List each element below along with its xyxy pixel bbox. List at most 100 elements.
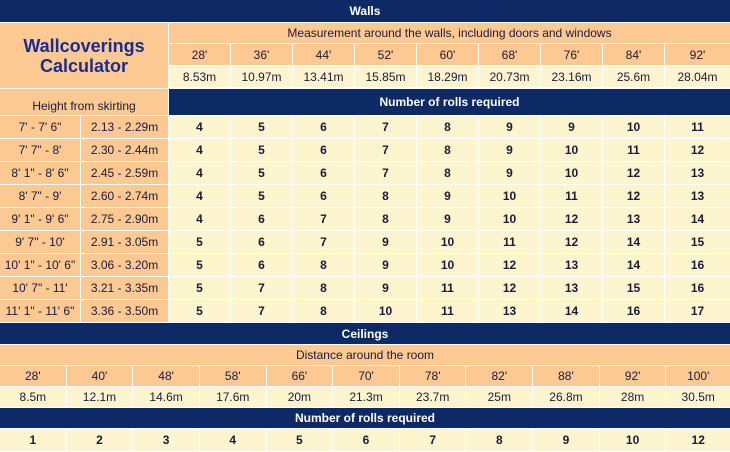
walls-feet-cell: 36' (231, 44, 292, 65)
walls-rolls-cell: 6 (293, 116, 354, 138)
walls-rolls-cell: 6 (293, 162, 354, 184)
walls-rolls-cell: 7 (293, 231, 354, 253)
walls-rolls-cell: 8 (417, 162, 478, 184)
ceilings-rolls-cell: 7 (399, 429, 466, 451)
walls-rolls-cell: 9 (479, 162, 540, 184)
walls-rolls-cell: 14 (541, 300, 602, 322)
walls-rolls-cell: 9 (417, 185, 478, 207)
walls-metres-cell: 13.41m (293, 66, 354, 87)
walls-rolls-cell: 4 (169, 208, 230, 230)
walls-rolls-cell: 10 (541, 139, 602, 161)
walls-rolls-cell: 4 (169, 139, 230, 161)
walls-metres-cell: 15.85m (355, 66, 416, 87)
walls-rolls-cell: 11 (417, 300, 478, 322)
height-imperial-cell: 7' 7" - 8' (0, 139, 80, 161)
ceilings-metres-cell: 21.3m (333, 387, 399, 407)
height-imperial-cell: 7' - 7' 6" (0, 116, 80, 138)
ceilings-rolls-row: 1 2 3 4 5 6 7 8 9 10 12 (0, 429, 730, 451)
walls-rolls-cell: 8 (355, 208, 416, 230)
walls-rolls-cell: 12 (603, 162, 664, 184)
ceilings-metres-cell: 12.1m (66, 387, 133, 407)
walls-rolls-cell: 13 (541, 277, 602, 299)
height-imperial-cell: 10' 7" - 11' (0, 277, 80, 299)
walls-rolls-cell: 6 (231, 231, 292, 253)
walls-table-row: 9' 7" - 10' 2.91 - 3.05m 5 6 7 9 10 11 12 14 15 (0, 231, 730, 253)
ceilings-metres-row: 8.5m 12.1m 14.6m 17.6m 20m 21.3m 23.7m 25m 26.8m… (0, 387, 730, 407)
walls-rolls-cell: 5 (169, 254, 230, 276)
walls-feet-cell: 28' (169, 44, 230, 65)
ceilings-section-header: Ceilings (0, 323, 730, 344)
walls-rolls-cell: 7 (231, 277, 292, 299)
walls-rolls-cell: 11 (479, 231, 540, 253)
height-metric-cell: 3.06 - 3.20m (81, 254, 168, 276)
walls-table-row: 7' 7" - 8' 2.30 - 2.44m 4 5 6 7 8 9 10 11 12 (0, 139, 730, 161)
walls-rolls-cell: 8 (417, 116, 478, 138)
walls-rolls-cell: 10 (479, 185, 540, 207)
walls-rolls-cell: 5 (169, 277, 230, 299)
walls-metres-cell: 18.29m (417, 66, 478, 87)
walls-feet-cell: 76' (541, 44, 602, 65)
walls-rolls-cell: 7 (231, 300, 292, 322)
height-metric-cell: 2.13 - 2.29m (81, 116, 168, 138)
walls-rolls-cell: 10 (417, 231, 478, 253)
walls-feet-row: 28' 36' 44' 52' 60' 68' 76' 84' 92' (169, 44, 730, 65)
walls-metres-cell: 10.97m (231, 66, 292, 87)
height-metric-cell: 2.60 - 2.74m (81, 185, 168, 207)
walls-metres-cell: 8.53m (169, 66, 230, 87)
walls-rolls-cell: 6 (231, 208, 292, 230)
walls-section-header: Walls (0, 0, 730, 22)
walls-rolls-cell: 13 (603, 208, 664, 230)
walls-rolls-required-header: Number of rolls required (169, 89, 730, 115)
walls-rolls-cell: 5 (231, 185, 292, 207)
ceilings-rolls-cell: 2 (66, 429, 133, 451)
walls-rolls-cell: 12 (603, 185, 664, 207)
walls-rolls-cell: 7 (355, 116, 416, 138)
walls-rolls-cell: 14 (603, 231, 664, 253)
ceilings-rolls-cell: 9 (533, 429, 599, 451)
ceilings-metres-cell: 8.5m (0, 387, 66, 407)
walls-metres-cell: 23.16m (541, 66, 602, 87)
walls-rolls-cell: 8 (293, 254, 354, 276)
walls-rolls-cell: 6 (231, 254, 292, 276)
ceilings-feet-cell: 82' (466, 366, 533, 386)
height-imperial-cell: 10' 1" - 10' 6" (0, 254, 80, 276)
ceilings-metres-cell: 23.7m (399, 387, 466, 407)
walls-metres-cell: 28.04m (665, 66, 730, 87)
walls-rolls-cell: 16 (665, 277, 730, 299)
walls-rolls-cell: 9 (355, 254, 416, 276)
walls-rolls-cell: 10 (417, 254, 478, 276)
walls-rolls-cell: 15 (603, 277, 664, 299)
walls-rolls-cell: 10 (603, 116, 664, 138)
height-imperial-cell: 8' 7" - 9' (0, 185, 80, 207)
walls-rolls-cell: 7 (355, 139, 416, 161)
walls-rolls-cell: 12 (665, 139, 730, 161)
walls-metres-row: 8.53m 10.97m 13.41m 15.85m 18.29m 20.73m 23.16… (169, 66, 730, 87)
height-imperial-cell: 9' 1" - 9' 6" (0, 208, 80, 230)
walls-rolls-cell: 11 (541, 185, 602, 207)
walls-rolls-cell: 5 (231, 116, 292, 138)
height-metric-cell: 2.30 - 2.44m (81, 139, 168, 161)
ceilings-feet-cell: 28' (0, 366, 66, 386)
walls-rolls-cell: 8 (355, 185, 416, 207)
walls-metres-cell: 25.6m (603, 66, 664, 87)
walls-rolls-cell: 5 (169, 231, 230, 253)
walls-rolls-cell: 11 (665, 116, 730, 138)
walls-rolls-cell: 14 (603, 254, 664, 276)
height-metric-cell: 3.36 - 3.50m (81, 300, 168, 322)
measurement-caption: Measurement around the walls, including … (169, 23, 730, 43)
walls-rolls-cell: 9 (355, 231, 416, 253)
walls-table-row: 11' 1" - 11' 6" 3.36 - 3.50m 5 7 8 10 11 13 14 16… (0, 300, 730, 322)
walls-table-row: 10' 1" - 10' 6" 3.06 - 3.20m 5 6 8 9 10 12 13 14 1… (0, 254, 730, 276)
walls-rolls-cell: 4 (169, 185, 230, 207)
ceilings-rolls-required-header: Number of rolls required (0, 408, 730, 428)
walls-rolls-cell: 9 (541, 116, 602, 138)
walls-rolls-cell: 12 (541, 208, 602, 230)
walls-rolls-cell: 12 (479, 254, 540, 276)
calculator-title: Wallcoverings Calculator (0, 23, 168, 88)
ceilings-feet-cell: 58' (199, 366, 266, 386)
walls-rolls-cell: 16 (665, 254, 730, 276)
walls-rolls-cell: 9 (479, 116, 540, 138)
walls-rolls-cell: 11 (417, 277, 478, 299)
height-imperial-cell: 11' 1" - 11' 6" (0, 300, 80, 322)
height-from-skirting-label: Height from skirting (0, 89, 168, 115)
